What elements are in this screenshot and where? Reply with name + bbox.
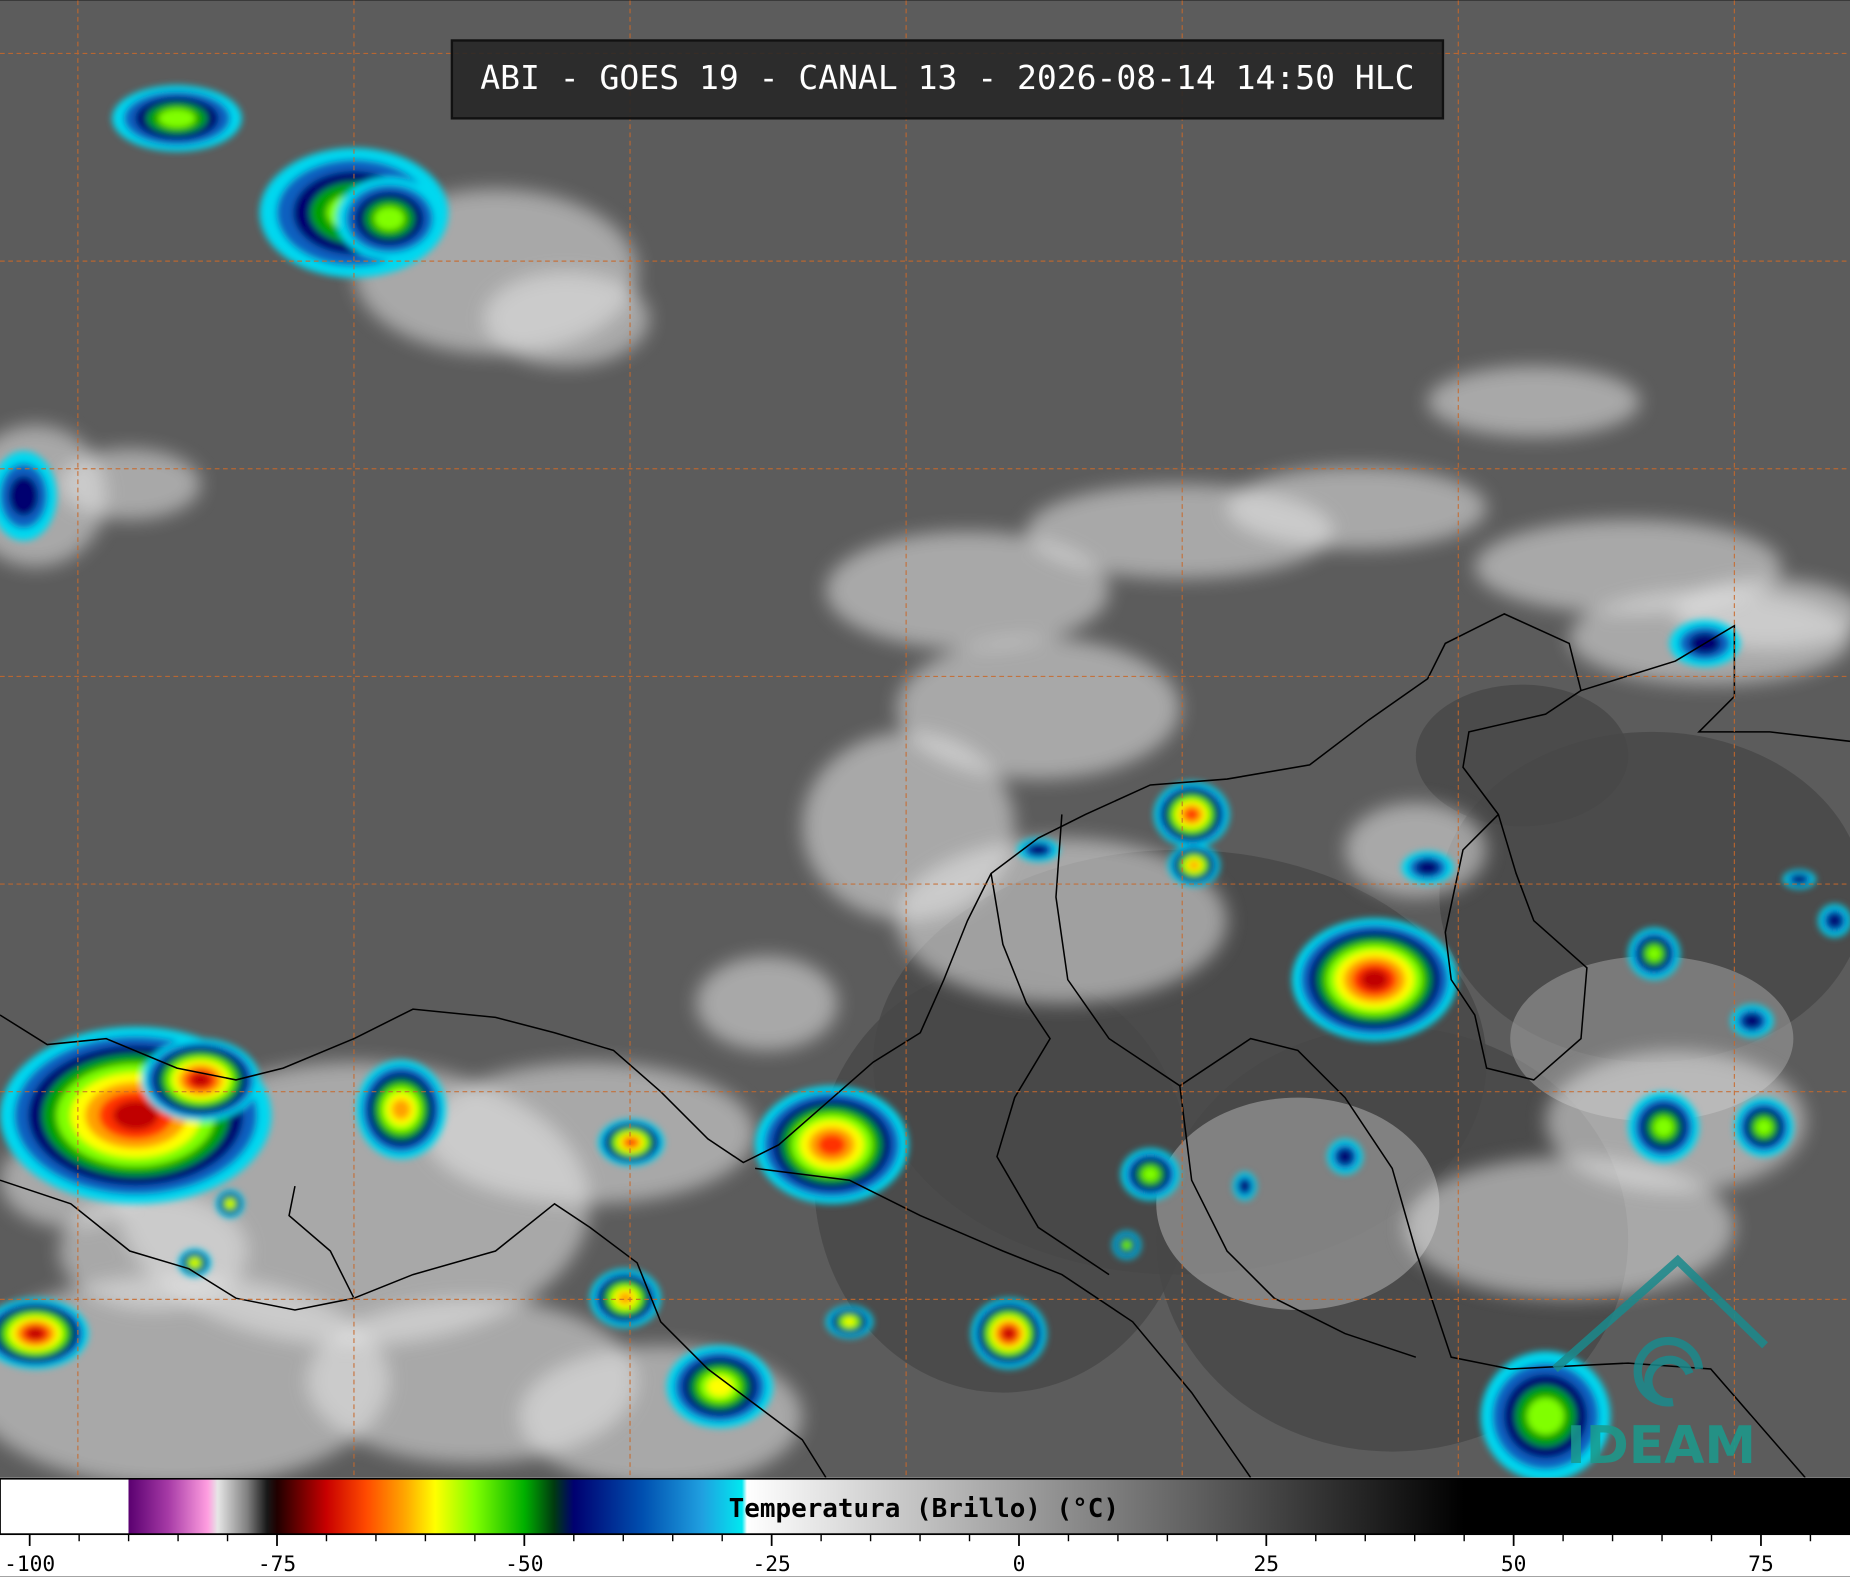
- storm-cell: [1028, 844, 1048, 856]
- storms: [0, 85, 1850, 1482]
- storm-cell: [1122, 1241, 1131, 1250]
- colorbar-tick-label: -100: [4, 1552, 55, 1577]
- storm-cell: [1141, 1166, 1159, 1182]
- storm-cell: [817, 1133, 847, 1156]
- storm-cell: [1646, 946, 1662, 962]
- colorbar-tick-label: 50: [1501, 1552, 1527, 1577]
- logo: IDEAM: [1552, 1254, 1768, 1476]
- colorbar-tick-label: -50: [505, 1552, 543, 1577]
- colorbar-tick-label: 75: [1748, 1552, 1774, 1577]
- colorbar-label: Temperatura (Brillo) (°C): [729, 1494, 1119, 1524]
- cloud: [0, 1274, 390, 1487]
- cloud: [896, 838, 1228, 1004]
- storm-cell: [1827, 913, 1843, 928]
- storm-cell: [617, 1291, 633, 1305]
- cloud: [483, 271, 649, 367]
- colorbar-tick-label: 25: [1254, 1552, 1280, 1577]
- storm-cell: [1337, 1148, 1353, 1165]
- land-area: [1415, 684, 1629, 827]
- colorbar-tick-label: -25: [752, 1552, 790, 1577]
- cloud: [1404, 1156, 1735, 1299]
- clouds: [0, 189, 1850, 1487]
- storm-cell: [625, 1138, 638, 1147]
- storm-cell: [843, 1317, 856, 1326]
- storm-cell: [1002, 1327, 1016, 1340]
- cloud: [825, 531, 1110, 650]
- storm-cell: [1755, 1118, 1773, 1136]
- storm-cell: [1188, 860, 1200, 870]
- storm-cell: [1416, 860, 1440, 875]
- storm-cell: [1742, 1013, 1762, 1029]
- title: ABI - GOES 19 - CANAL 13 - 2026-08-14 14…: [480, 58, 1414, 97]
- border: [1179, 1085, 1417, 1358]
- land-area: [814, 967, 1192, 1393]
- coastline: [0, 613, 1588, 1164]
- storm-cell: [1653, 1117, 1674, 1138]
- storm-cell: [706, 1376, 733, 1397]
- cloud: [696, 956, 838, 1051]
- cloud: [1345, 802, 1487, 898]
- storm-cell: [190, 1259, 199, 1267]
- storm-cell: [1239, 1179, 1250, 1193]
- coastlines: [0, 613, 1850, 1479]
- logo-roof: [1552, 1254, 1768, 1373]
- storm-cell: [1360, 969, 1389, 990]
- storm-cell: [1527, 1397, 1565, 1435]
- storm-cell: [113, 1100, 159, 1131]
- storm-cell: [1184, 808, 1199, 821]
- colorbar-tick-label: -75: [258, 1552, 296, 1577]
- storm-cell: [26, 1327, 45, 1340]
- colorbar: [0, 1477, 1850, 1536]
- storm-cell: [190, 1073, 211, 1087]
- storm-cell: [226, 1200, 234, 1208]
- logo-swirl: [1633, 1336, 1704, 1407]
- colorbar-tick-label: 0: [1013, 1552, 1026, 1577]
- storm-cell: [158, 108, 196, 128]
- cloud: [896, 637, 1180, 780]
- cloud: [1427, 366, 1640, 437]
- colorbar-ticks: -100 -75 -50 -25 0 25 50 75: [4, 1534, 1812, 1577]
- storm-cell: [1791, 875, 1807, 884]
- cloud: [58, 1192, 248, 1310]
- storm-cell: [391, 1098, 411, 1120]
- logo-text: IDEAM: [1566, 1416, 1756, 1476]
- coastline: [353, 1202, 827, 1478]
- cloud: [1227, 466, 1487, 549]
- coastline: [0, 1179, 356, 1311]
- storm-cell: [8, 475, 39, 516]
- title-box: [450, 39, 1445, 120]
- border: [990, 873, 1110, 1276]
- border: [1055, 814, 1806, 1479]
- cloud: [424, 1062, 756, 1204]
- land-area: [1156, 1097, 1440, 1310]
- storm-cell: [374, 206, 405, 231]
- cloud: [58, 448, 201, 520]
